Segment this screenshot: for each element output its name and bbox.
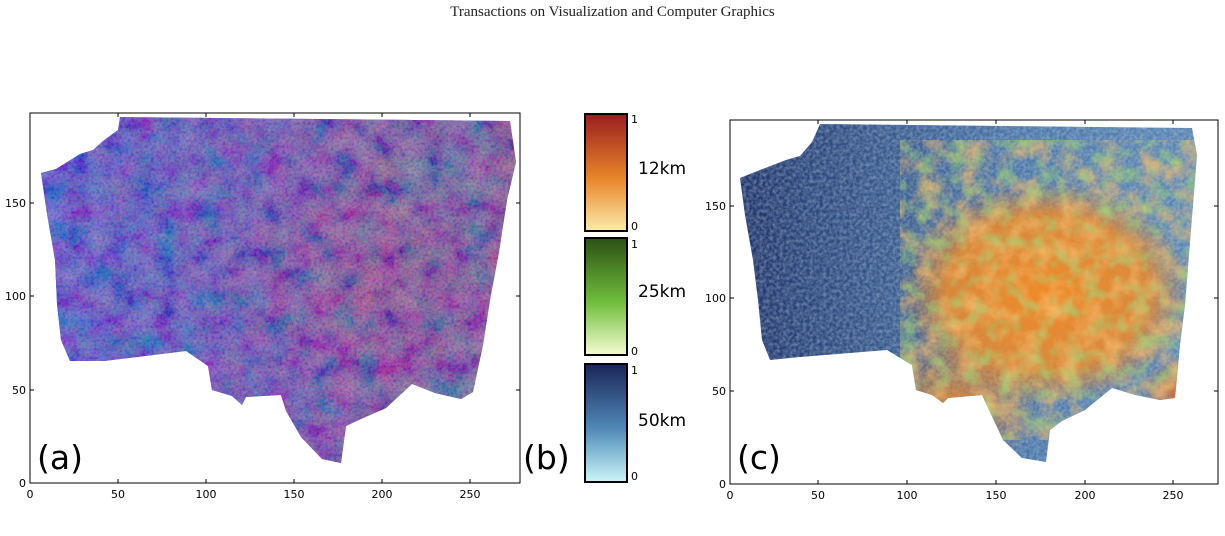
c-ytick-150: 150	[705, 200, 726, 213]
c-xtick-200: 200	[1075, 489, 1096, 502]
colorbar-25km-min: 0	[631, 345, 638, 358]
c-ytick-50: 50	[712, 385, 726, 398]
colorbar-50km-gradient	[584, 363, 628, 483]
c-xtick-100: 100	[897, 489, 918, 502]
colorbar-50km-max: 1	[631, 364, 638, 377]
a-xtick-150: 150	[284, 488, 305, 501]
colorbar-25km-title: 25km	[638, 282, 687, 302]
colorbar-12km-title: 12km	[638, 159, 687, 179]
colorbar-12km-max: 1	[631, 113, 638, 126]
map-a	[41, 117, 516, 463]
a-xtick-50: 50	[111, 488, 125, 501]
a-ytick-0: 0	[19, 477, 26, 490]
colorbar-25km-max: 1	[631, 238, 638, 251]
panel-label-a: (a)	[37, 438, 83, 477]
axes-c-yticks	[730, 205, 1218, 485]
journal-header: Transactions on Visualization and Comput…	[450, 4, 775, 20]
panel-label-b: (b)	[523, 438, 570, 477]
axes-a-xticks	[29, 113, 471, 483]
colorbar-25km-gradient	[584, 237, 628, 356]
a-xtick-250: 250	[460, 488, 481, 501]
c-xtick-50: 50	[811, 489, 825, 502]
c-xtick-250: 250	[1163, 489, 1184, 502]
colorbar-12km-min: 0	[631, 220, 638, 233]
c-xtick-150: 150	[986, 489, 1007, 502]
c-xtick-0: 0	[727, 489, 734, 502]
a-xtick-0: 0	[27, 488, 34, 501]
c-ytick-100: 100	[705, 292, 726, 305]
colorbar-50km-min: 0	[631, 470, 638, 483]
colorbar-12km-gradient	[584, 113, 628, 232]
axes-a-frame	[29, 112, 521, 484]
map-c	[740, 124, 1197, 462]
a-ytick-50: 50	[12, 384, 26, 397]
a-xtick-100: 100	[196, 488, 217, 501]
a-ytick-150: 150	[5, 197, 26, 210]
axes-a-yticks	[30, 202, 520, 484]
a-ytick-100: 100	[5, 290, 26, 303]
panel-label-c: (c)	[737, 438, 781, 477]
a-xtick-200: 200	[372, 488, 393, 501]
axes-c-frame	[729, 119, 1219, 485]
colorbar-50km-title: 50km	[638, 411, 687, 431]
c-ytick-0: 0	[719, 478, 726, 491]
axes-c-xticks	[729, 120, 1174, 484]
